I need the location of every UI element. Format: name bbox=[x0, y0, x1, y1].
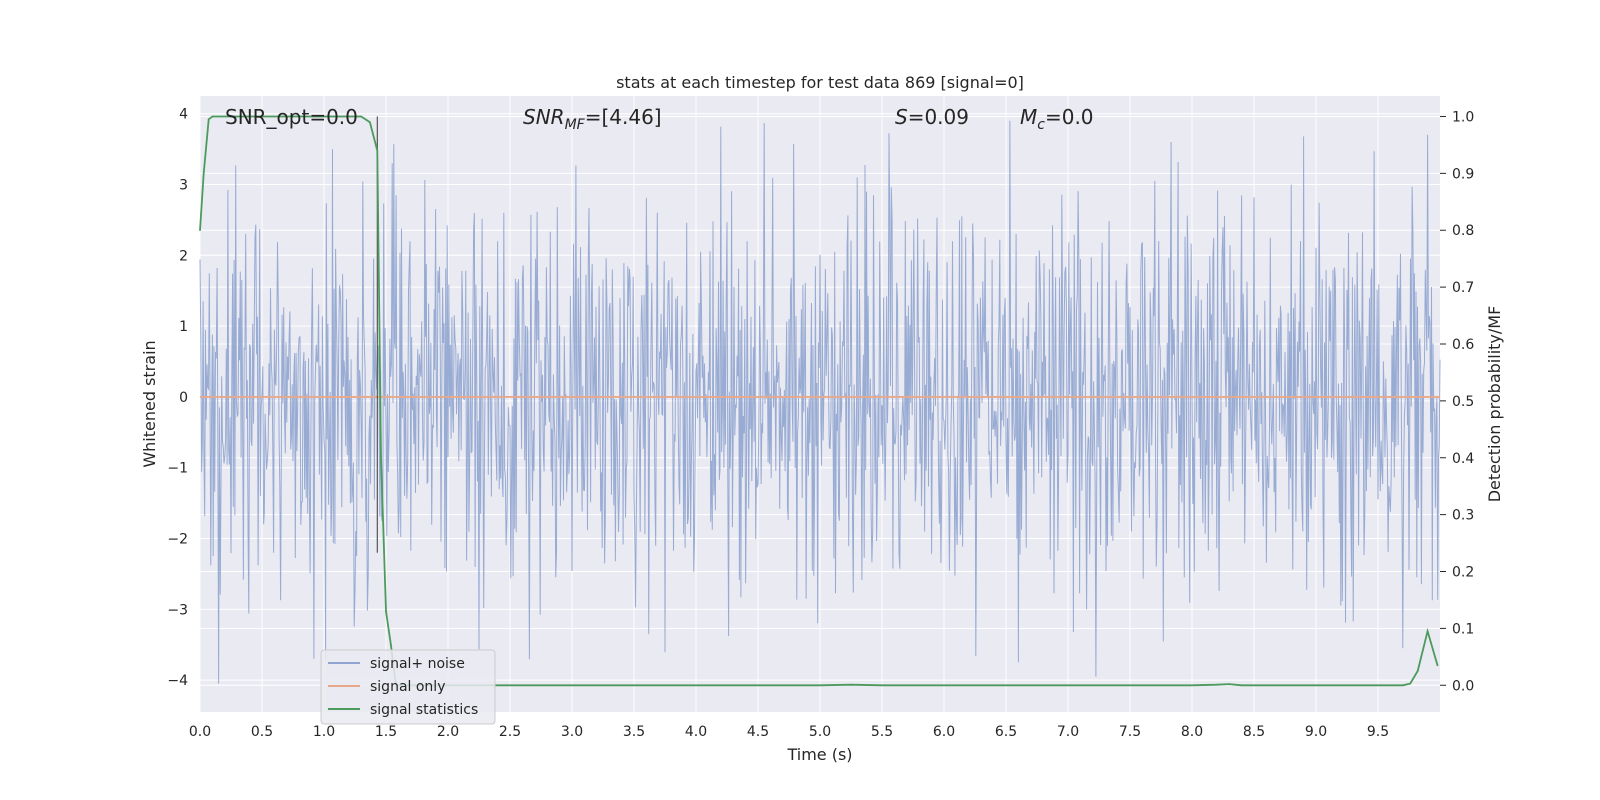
signal-statistics-point-7 bbox=[360, 115, 363, 118]
x-tick-label-7: 3.5 bbox=[623, 724, 645, 740]
x-tick-label-18: 9.0 bbox=[1305, 724, 1327, 740]
x-tick-label-4: 2.0 bbox=[437, 724, 459, 740]
y2-tick-label-4: 0.6 bbox=[1452, 337, 1474, 353]
signal-statistics-point-17 bbox=[819, 684, 821, 687]
x-tick-label-3: 1.5 bbox=[375, 724, 397, 740]
x-tick-labels: 0.0 0.5 1.0 1.5 2.0 2.5 3.0 3.5 4.0 4.5 5.0 5.5 6.0 6… bbox=[189, 724, 1389, 740]
signal-statistics-point-3 bbox=[211, 115, 214, 118]
chart-title: stats at each timestep for test data 869… bbox=[616, 73, 1024, 92]
annotation-s: S=0.09 bbox=[895, 105, 969, 129]
y-axis-label: Whitened strain bbox=[140, 340, 159, 467]
x-tick-label-10: 5.0 bbox=[809, 724, 831, 740]
y-tick-label-0: 4 bbox=[179, 107, 188, 123]
signal-statistics-point-11 bbox=[385, 610, 387, 613]
signal-statistics-point-4 bbox=[224, 115, 226, 118]
annotation-mc-sub: c bbox=[1037, 117, 1045, 133]
signal-statistics-point-10 bbox=[380, 457, 382, 459]
y-tick-label-7: −3 bbox=[167, 602, 188, 618]
x-tick-label-5: 2.5 bbox=[499, 724, 521, 740]
signal-statistics-point-25 bbox=[1240, 684, 1243, 687]
legend: signal+ noise signal only signal statist… bbox=[320, 649, 496, 725]
y2-tick-label-7: 0.3 bbox=[1452, 508, 1474, 524]
signal-statistics-point-16 bbox=[695, 684, 697, 687]
x-tick-label-16: 8.0 bbox=[1181, 724, 1203, 740]
y-tick-label-5: −1 bbox=[167, 461, 188, 477]
legend-label-noise: signal+ noise bbox=[370, 656, 465, 672]
signal-statistics-point-29 bbox=[1416, 670, 1419, 672]
annotation-snr-mf-main: SNR bbox=[523, 105, 565, 129]
y2-tick-label-9: 0.1 bbox=[1452, 621, 1474, 637]
signal-statistics-point-20 bbox=[943, 684, 945, 687]
x-tick-label-1: 0.5 bbox=[251, 724, 273, 740]
y2-tick-label-10: 0.0 bbox=[1452, 678, 1474, 694]
y2-axis-label: Detection probability/MF bbox=[1485, 306, 1504, 503]
legend-label-statistics: signal statistics bbox=[370, 702, 478, 718]
signal-statistics-point-28 bbox=[1409, 682, 1411, 685]
signal-statistics-point-8 bbox=[369, 121, 371, 123]
signal-statistics-point-19 bbox=[881, 684, 883, 687]
signal-statistics-point-23 bbox=[1216, 683, 1218, 686]
annotation-snr-opt: SNR_opt=0.0 bbox=[225, 105, 358, 129]
signal-statistics-point-5 bbox=[261, 115, 263, 118]
annotation-snr-mf: SNRMF=[4.46] bbox=[523, 105, 662, 133]
x-tick-label-2: 1.0 bbox=[313, 724, 335, 740]
x-tick-label-0: 0.0 bbox=[189, 724, 211, 740]
x-tick-label-6: 3.0 bbox=[561, 724, 583, 740]
y2-tick-labels: 1.0 0.9 0.8 0.7 0.6 0.5 0.4 0.3 0.2 0.1 0.0 bbox=[1440, 109, 1474, 694]
legend-label-signal-only: signal only bbox=[370, 679, 445, 695]
x-tick-label-17: 8.5 bbox=[1243, 724, 1265, 740]
y-tick-label-8: −4 bbox=[167, 673, 188, 689]
y2-tick-label-6: 0.4 bbox=[1452, 451, 1474, 467]
x-tick-label-11: 5.5 bbox=[871, 724, 893, 740]
y2-tick-label-0: 1.0 bbox=[1452, 109, 1474, 125]
noise-line bbox=[199, 120, 1441, 684]
legend-box bbox=[320, 649, 496, 725]
signal-statistics-point-31 bbox=[1436, 664, 1439, 667]
y2-tick-label-3: 0.7 bbox=[1452, 280, 1474, 296]
annotation-snr-mf-value: =[4.46] bbox=[585, 105, 662, 129]
x-tick-label-9: 4.5 bbox=[747, 724, 769, 740]
noise-series bbox=[199, 120, 1441, 684]
x-tick-label-12: 6.0 bbox=[933, 724, 955, 740]
signal-statistics-point-2 bbox=[207, 118, 210, 121]
y2-tick-label-2: 0.8 bbox=[1452, 223, 1474, 239]
y-tick-labels: 4 3 2 1 0 −1 −2 −3 −4 bbox=[167, 107, 188, 689]
annotation-mc: Mc=0.0 bbox=[1020, 105, 1094, 133]
signal-statistics-point-9 bbox=[376, 149, 379, 152]
x-tick-label-8: 4.0 bbox=[685, 724, 707, 740]
annotation-s-value: =0.09 bbox=[908, 105, 969, 129]
signal-statistics-point-22 bbox=[1191, 684, 1193, 687]
signal-statistics-point-21 bbox=[1067, 684, 1069, 687]
annotation-mc-main: M bbox=[1020, 105, 1037, 129]
y2-tick-label-5: 0.5 bbox=[1452, 394, 1474, 410]
y2-tick-label-8: 0.2 bbox=[1452, 565, 1474, 581]
annotation-s-var: S bbox=[895, 105, 908, 129]
x-axis-label: Time (s) bbox=[786, 745, 852, 764]
y-tick-label-2: 2 bbox=[179, 248, 188, 264]
signal-statistics-point-27 bbox=[1402, 684, 1404, 687]
signal-statistics-point-15 bbox=[571, 684, 573, 687]
signal-statistics-point-18 bbox=[850, 683, 852, 686]
signal-statistics-point-0 bbox=[199, 229, 201, 231]
y-tick-label-1: 3 bbox=[179, 178, 188, 194]
signal-statistics-point-30 bbox=[1426, 630, 1429, 632]
y-tick-label-3: 1 bbox=[179, 319, 188, 335]
y-tick-label-4: 0 bbox=[179, 390, 188, 406]
signal-statistics-point-26 bbox=[1315, 684, 1317, 687]
signal-statistics-point-1 bbox=[202, 172, 205, 175]
x-tick-label-19: 9.5 bbox=[1367, 724, 1389, 740]
signal-statistics-line bbox=[199, 115, 1439, 687]
annotation-snr-mf-sub: MF bbox=[565, 117, 586, 133]
x-tick-label-15: 7.5 bbox=[1119, 724, 1141, 740]
signal-statistics-point-6 bbox=[323, 115, 325, 118]
y2-tick-label-1: 0.9 bbox=[1452, 166, 1474, 182]
annotation-mc-value: =0.0 bbox=[1045, 105, 1094, 129]
y-tick-label-6: −2 bbox=[167, 532, 188, 548]
x-tick-label-14: 7.0 bbox=[1057, 724, 1079, 740]
signal-statistics-point-12 bbox=[390, 644, 392, 647]
x-tick-label-13: 6.5 bbox=[995, 724, 1017, 740]
signal-statistics-point-24 bbox=[1228, 683, 1230, 685]
